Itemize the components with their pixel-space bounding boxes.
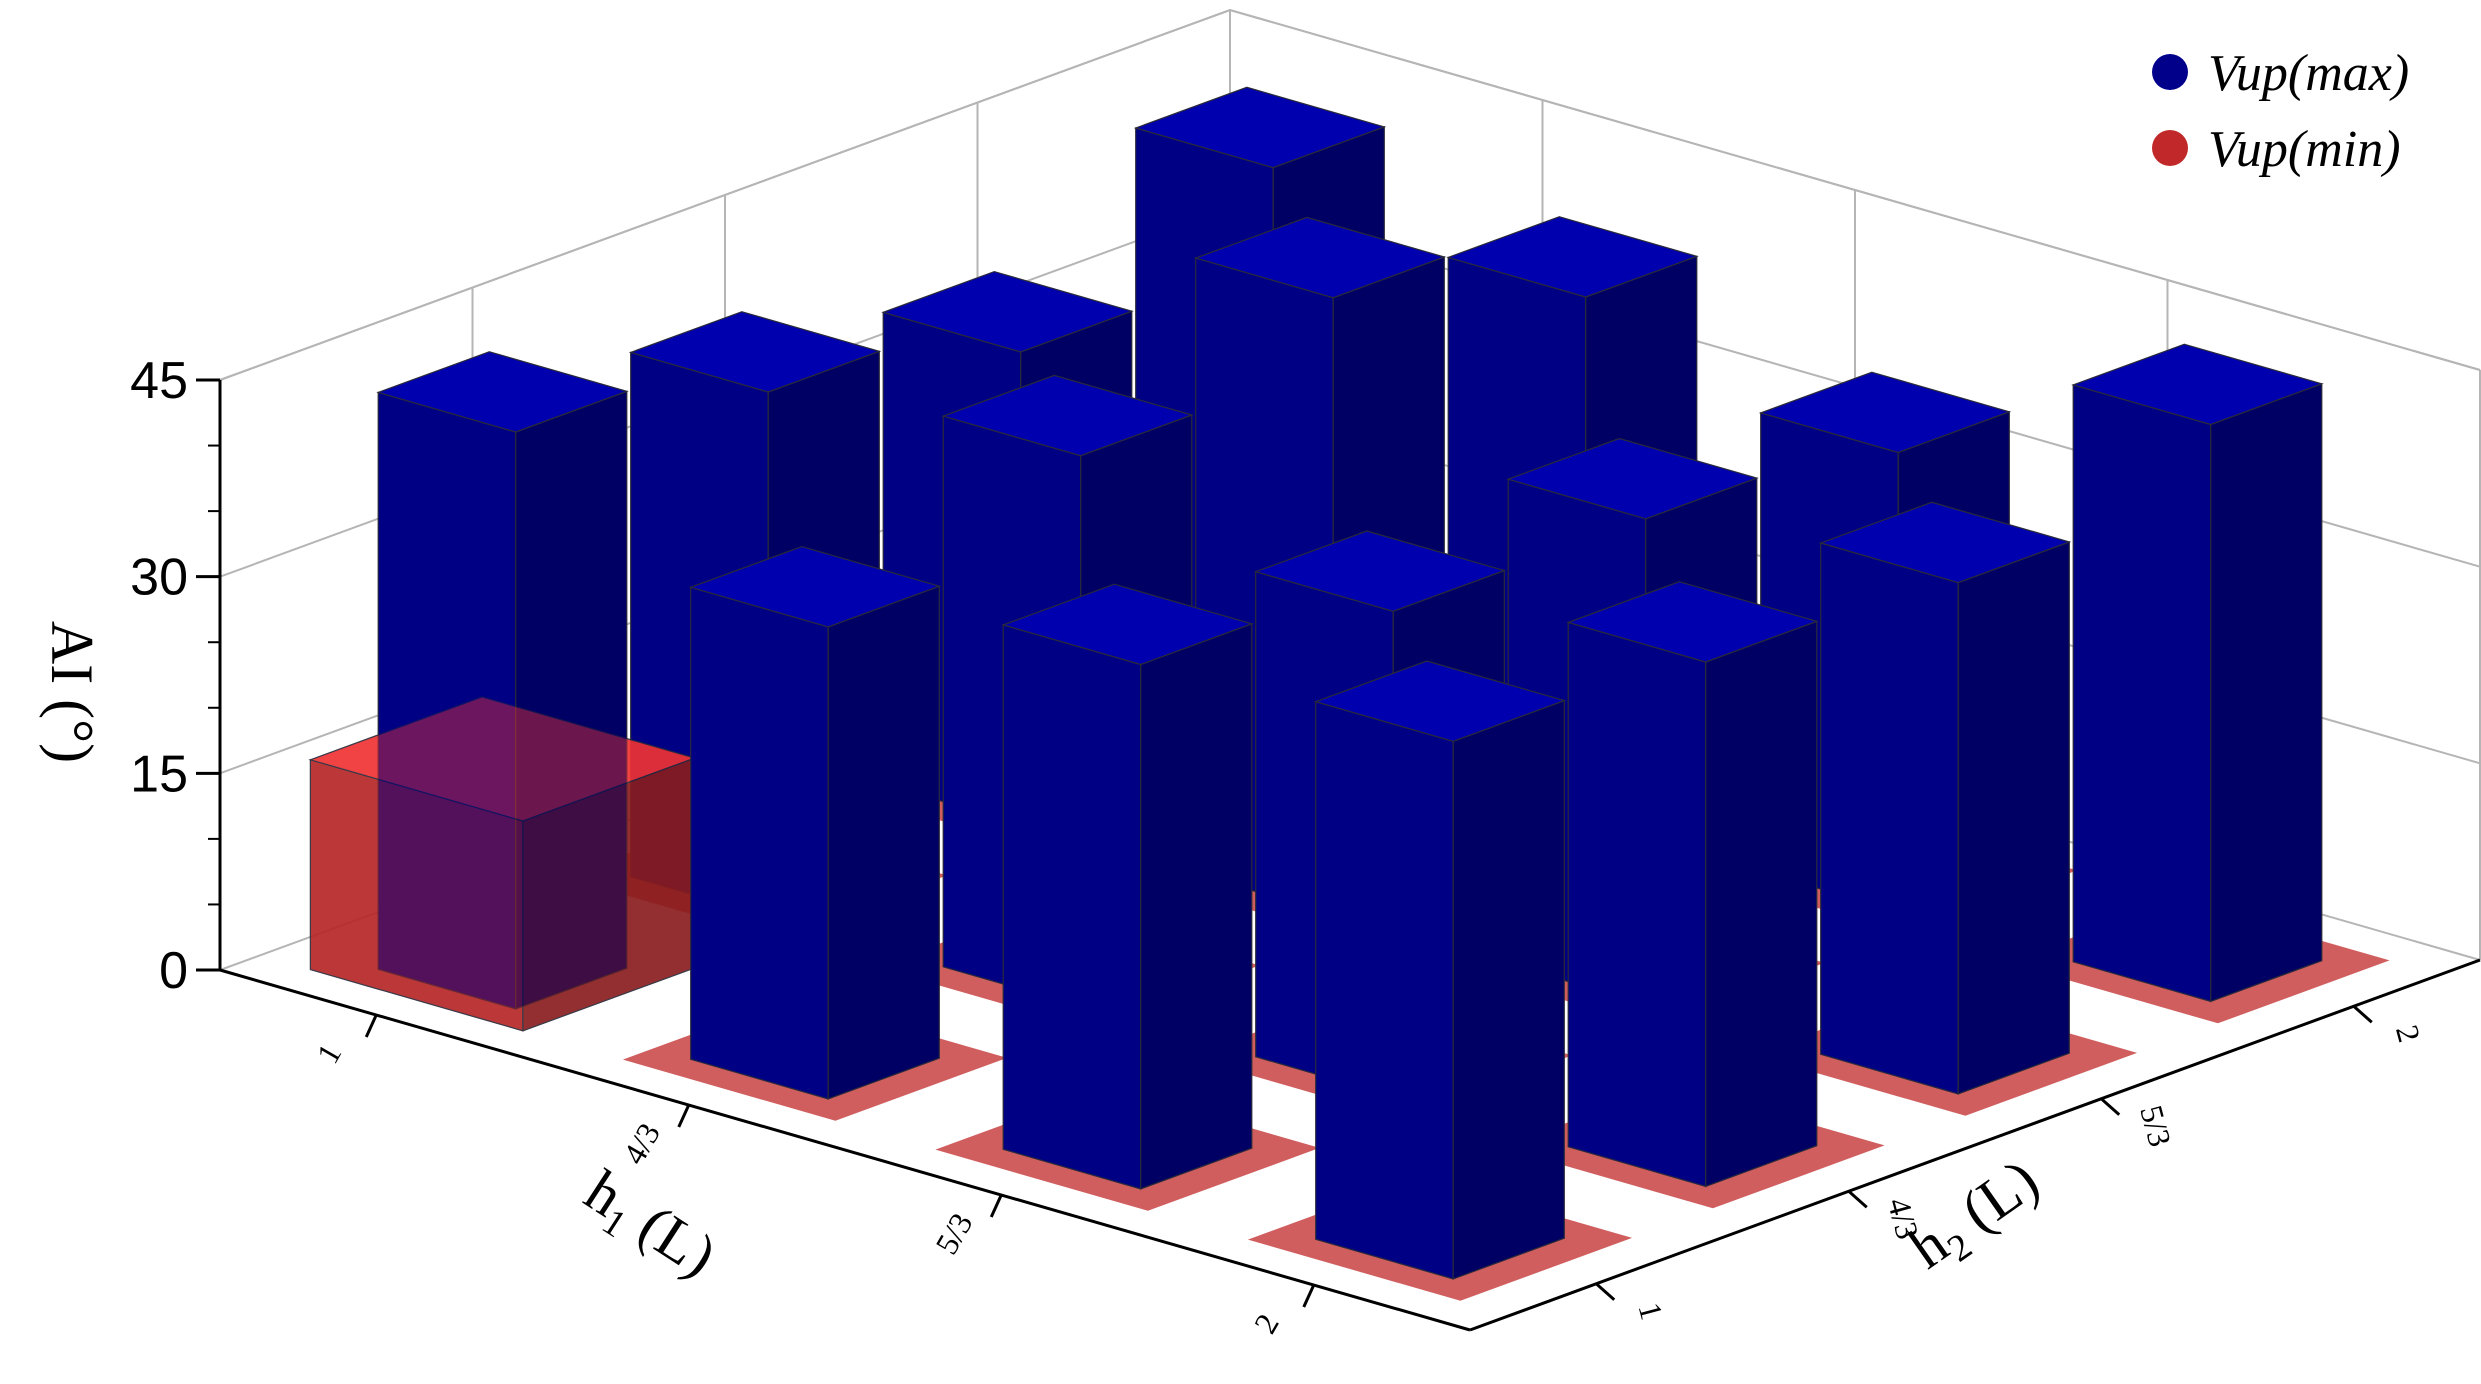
bar-vup-max-1-3-top-face xyxy=(1446,216,1699,298)
bar-vup-max-1-0-front-face xyxy=(690,586,829,1100)
y-tick-2 xyxy=(2100,1097,2121,1116)
bar-vup-max-3-0-front-face xyxy=(1315,700,1454,1280)
bar-vup-max-0-1-top-face xyxy=(628,311,882,393)
bar-vup-max-1-0 xyxy=(688,545,942,1100)
bar-vup-max-3-0-top-face xyxy=(1313,660,1567,742)
bar-vup-max-3-3 xyxy=(2071,343,2324,1003)
y-tick-label-0: 1 xyxy=(1631,1299,1670,1324)
x-tick-1 xyxy=(677,1104,691,1128)
legend-marker-vup-min xyxy=(2152,130,2188,166)
y-tick-3 xyxy=(2352,1005,2373,1024)
z-tick-label-3: 45 xyxy=(130,352,188,410)
bar-vup-max-1-2-top-face xyxy=(1193,216,1447,299)
bar-vup-max-2-0-front-face xyxy=(1002,624,1142,1190)
bar-vup-max-0-0 xyxy=(376,351,629,1010)
bar-vup-max-3-2-side-face xyxy=(1957,541,2070,1095)
bar-vup-max-3-1-front-face xyxy=(1567,621,1707,1188)
bar-vup-max-2-0-side-face xyxy=(1140,622,1253,1190)
x-tick-label-0: 1 xyxy=(309,1038,348,1070)
bar-layer xyxy=(308,86,2390,1301)
x-tick-label-3: 2 xyxy=(1247,1308,1286,1340)
y-tick-0 xyxy=(1595,1282,1616,1301)
bar-vup-max-3-2-top-face xyxy=(1818,501,2072,584)
bar-vup-max-2-0-top-face xyxy=(1001,583,1254,666)
bar-vup-min-overlay-0-0 xyxy=(308,696,697,1032)
legend: Vup(max) Vup(min) xyxy=(2152,45,2409,178)
z-tick-label-1: 15 xyxy=(130,745,188,803)
bar-vup-max-3-1-side-face xyxy=(1705,620,1818,1188)
bar-vup-max-3-0-side-face xyxy=(1452,699,1565,1280)
bar-vup-max-2-1-top-face xyxy=(1253,530,1507,612)
x-tick-label-1: 4/3 xyxy=(615,1117,667,1170)
axis-layer xyxy=(196,378,2481,1332)
bar-vup-max-2-0 xyxy=(1001,583,1254,1190)
bar-vup-max-1-0-top-face xyxy=(688,545,942,628)
y-tick-1 xyxy=(1847,1190,1868,1209)
y-tick-label-2: 5/3 xyxy=(2133,1102,2178,1151)
bar-vup-max-3-3-top-face xyxy=(2071,343,2324,426)
z-axis-title: AI (°) xyxy=(39,621,105,763)
x-tick-2 xyxy=(989,1194,1003,1218)
bar-vup-max-3-2 xyxy=(1818,501,2072,1095)
bar-vup-max-2-3-top-face xyxy=(1758,371,2012,454)
bar-vup-max-3-1 xyxy=(1566,581,1819,1188)
bar-vup-max-3-1-top-face xyxy=(1566,581,1819,663)
bar-vup-max-3-3-side-face xyxy=(2210,382,2323,1003)
x-axis-title-unit: (L) xyxy=(615,1184,728,1289)
bar-vup-max-2-2-top-face xyxy=(1506,437,1759,520)
legend-label-vup-max: Vup(max) xyxy=(2208,45,2409,102)
y-axis-line xyxy=(1469,958,2481,1332)
bar-vup-max-0-3-top-face xyxy=(1133,86,1387,169)
x-axis-line xyxy=(219,968,1471,1332)
x-tick-0 xyxy=(364,1014,378,1038)
legend-label-vup-min: Vup(min) xyxy=(2208,121,2401,178)
legend-marker-vup-max xyxy=(2152,54,2188,90)
x-tick-label-2: 5/3 xyxy=(928,1207,980,1260)
z-tick-label-2: 30 xyxy=(130,549,188,607)
z-tick-label-0: 0 xyxy=(159,942,188,1000)
bar-vup-max-1-1-top-face xyxy=(941,374,1194,457)
x-axis-title: h1 (L) xyxy=(570,1157,728,1296)
y-axis-title: h2 (L) xyxy=(1897,1146,2055,1287)
bar-vup-min-overlay-0-0-front-face xyxy=(309,759,524,1032)
bar-vup-max-3-3-front-face xyxy=(2072,384,2212,1003)
y-tick-label-3: 2 xyxy=(2389,1021,2428,1046)
grid-top-edge xyxy=(219,8,2481,381)
bar-vup-max-3-2-front-face xyxy=(1820,542,1959,1095)
bar-vup-max-1-0-side-face xyxy=(827,585,940,1100)
bar-vup-max-0-2-top-face xyxy=(881,270,1134,353)
bar-vup-max-3-0 xyxy=(1313,660,1567,1280)
bar-vup-max-0-0-top-face xyxy=(376,351,629,433)
x-tick-3 xyxy=(1302,1284,1316,1308)
